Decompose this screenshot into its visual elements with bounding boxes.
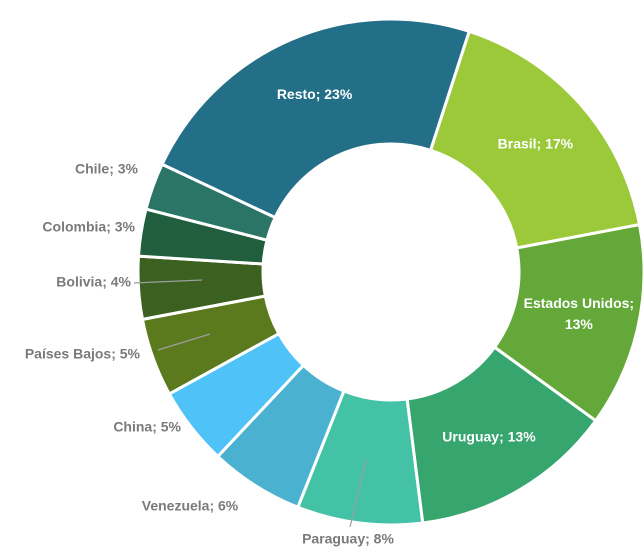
slice	[428, 29, 642, 250]
leader-line	[157, 333, 211, 351]
slice-label: Brasil; 17%	[498, 135, 574, 151]
slice	[160, 17, 472, 220]
slice-label: Resto; 23%	[277, 86, 353, 102]
slice-label: Estados Unidos; 13%	[524, 295, 634, 332]
slice-label: Países Bajos; 5%	[25, 346, 141, 362]
slice-label: Uruguay; 13%	[442, 428, 536, 444]
slice-label: Bolivia; 4%	[56, 274, 131, 290]
slice-label: Chile; 3%	[75, 161, 139, 177]
slice-label: Colombia; 3%	[42, 219, 135, 235]
slice-label: Paraguay; 8%	[302, 531, 394, 547]
slice-label: Venezuela; 6%	[142, 498, 239, 514]
leader-line	[349, 459, 367, 528]
leader-line	[133, 279, 203, 284]
slice-label: China; 5%	[113, 419, 181, 435]
